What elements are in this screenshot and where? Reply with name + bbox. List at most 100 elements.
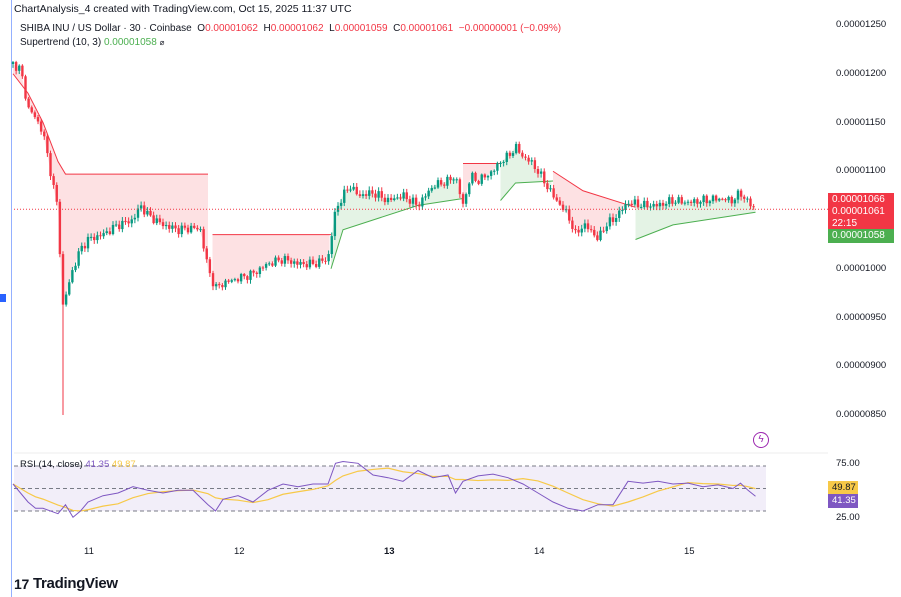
candle-body xyxy=(683,202,687,204)
candle-body xyxy=(614,218,618,222)
candle-body xyxy=(530,160,533,162)
candle-body xyxy=(311,259,315,264)
candle-body xyxy=(449,176,452,181)
candle-body xyxy=(402,192,405,199)
candle-body xyxy=(296,261,299,265)
candle-body xyxy=(55,184,58,202)
candle-body xyxy=(655,203,658,207)
candle-body xyxy=(652,203,655,207)
candle-body xyxy=(536,169,540,174)
candle-body xyxy=(518,143,521,153)
candle-body xyxy=(705,195,708,204)
supertrend-fill-up xyxy=(331,177,463,269)
candle-body xyxy=(418,204,421,207)
candle-body xyxy=(93,236,96,241)
candle-body xyxy=(258,267,262,274)
candle-body xyxy=(552,188,555,198)
candle-body xyxy=(702,195,705,203)
rsi-badge: 41.35 xyxy=(828,494,858,508)
tradingview-logo[interactable]: 17 TradingView xyxy=(14,575,118,592)
candle-body xyxy=(99,235,102,237)
candle-body xyxy=(286,256,290,261)
candle-body xyxy=(255,272,258,274)
candle-body xyxy=(436,180,440,188)
candle-body xyxy=(118,224,121,230)
candle-body xyxy=(696,199,699,204)
candle-body xyxy=(352,186,355,190)
supertrend-line-down xyxy=(552,170,636,208)
candle-body xyxy=(439,180,443,185)
candle-body xyxy=(658,202,662,207)
candle-body xyxy=(386,197,390,203)
rsi-ma-badge: 49.87 xyxy=(828,481,858,495)
symbol-label[interactable]: SHIBA INU / US Dollar · 30 · Coinbase xyxy=(20,23,192,34)
candle-body xyxy=(358,194,362,196)
supertrend-fill-down xyxy=(553,171,634,240)
candle-body xyxy=(274,257,277,266)
candle-body xyxy=(511,153,515,156)
candle-body xyxy=(452,179,455,181)
candle-body xyxy=(752,206,755,208)
candle-body xyxy=(596,235,599,241)
candle-body xyxy=(343,189,346,203)
candle-body xyxy=(505,152,508,162)
candle-body xyxy=(718,198,721,201)
candle-body xyxy=(221,284,224,288)
candle-body xyxy=(86,236,90,249)
candle-body xyxy=(474,172,477,181)
candle-body xyxy=(721,198,724,200)
candle-body xyxy=(427,190,430,197)
candle-body xyxy=(239,274,243,282)
hide-icon[interactable]: ⌀ xyxy=(159,38,165,47)
candle-body xyxy=(693,199,696,203)
rsi-label[interactable]: RSI (14, close) xyxy=(20,459,83,470)
candle-body xyxy=(433,187,437,189)
candle-body xyxy=(58,201,62,255)
candle-body xyxy=(736,190,740,200)
candle-body xyxy=(330,236,333,255)
candle-body xyxy=(224,280,227,288)
candle-body xyxy=(368,190,371,196)
candle-body xyxy=(158,218,162,223)
candle-body xyxy=(514,143,518,154)
price-tick-label: 0.00000850 xyxy=(836,409,887,420)
candle-body xyxy=(674,202,677,204)
candle-body xyxy=(574,228,577,230)
candle-body xyxy=(236,279,240,282)
supertrend-label[interactable]: Supertrend (10, 3) xyxy=(20,37,102,48)
candle-body xyxy=(586,223,590,230)
close-value: 0.00001061 xyxy=(400,23,454,34)
drawing-marker[interactable] xyxy=(0,294,6,302)
candle-body xyxy=(580,228,583,233)
candle-body xyxy=(252,270,255,273)
candle-body xyxy=(380,191,383,198)
time-tick-label: 12 xyxy=(234,546,245,557)
candle-body xyxy=(643,200,646,208)
candle-body xyxy=(243,274,246,277)
candle-body xyxy=(33,112,37,118)
candle-body xyxy=(174,225,177,229)
candle-body xyxy=(443,184,446,186)
candle-body xyxy=(314,263,318,267)
candle-body xyxy=(711,195,715,202)
high-price-badge: 0.00001066 xyxy=(828,193,894,207)
candle-body xyxy=(699,202,702,204)
candle-body xyxy=(527,157,530,162)
candle-body xyxy=(508,152,512,156)
candle-body xyxy=(630,203,633,205)
supertrend-line-up xyxy=(635,211,756,240)
lightning-icon[interactable]: ϟ xyxy=(753,432,769,448)
time-tick-label: 14 xyxy=(534,546,545,557)
candle-body xyxy=(627,203,630,205)
candle-body xyxy=(155,218,158,224)
low-value: 0.00001059 xyxy=(334,23,388,34)
candle-body xyxy=(496,163,499,171)
brand-name: TradingView xyxy=(32,575,118,592)
candle-body xyxy=(486,175,490,178)
candle-body xyxy=(280,260,283,264)
candle-body xyxy=(539,171,543,174)
candle-body xyxy=(377,191,380,198)
candle-body xyxy=(46,136,49,154)
candle-body xyxy=(649,206,652,208)
